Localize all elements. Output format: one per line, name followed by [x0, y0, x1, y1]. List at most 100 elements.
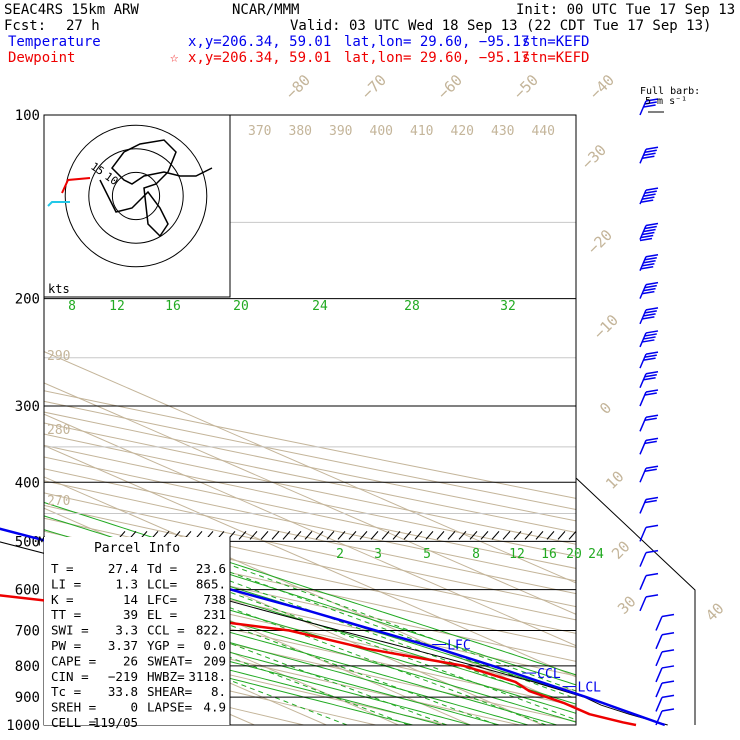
- parcel-info-key: SWEAT=: [147, 653, 192, 668]
- mixing-ratio-label: 5: [423, 547, 431, 562]
- wind-barb: [639, 281, 659, 299]
- theta-label: 290: [47, 349, 70, 364]
- isotherm-label: −80: [282, 71, 314, 103]
- parcel-info-key: T =: [51, 561, 74, 576]
- wind-barb: [639, 351, 659, 369]
- dry-adiabat-line: [44, 400, 576, 511]
- parcel-info-key: EL =: [147, 607, 177, 622]
- parcel-info-key: CELL =: [51, 715, 96, 730]
- marker-label: M: [38, 534, 45, 548]
- isotherm-label: −30: [578, 141, 610, 173]
- parcel-info-value: 0: [130, 700, 138, 715]
- forecast-label: Fcst:: [4, 18, 47, 34]
- dry-adiabat-line: [44, 543, 576, 662]
- isotherm-label: −40: [586, 71, 618, 103]
- moist-adiabat-label: 32: [500, 299, 516, 314]
- parcel-info-value: 865.: [196, 576, 226, 591]
- mixing-ratio-label: 2: [336, 547, 344, 562]
- moist-adiabat-label: 12: [109, 299, 125, 314]
- parcel-info-value: 14: [123, 592, 138, 607]
- wind-barb: [639, 572, 659, 590]
- theta-label: 430: [491, 124, 514, 139]
- hodograph-frame: [43, 114, 231, 298]
- moist-adiabat-label: 20: [233, 299, 249, 314]
- hodograph-cyan-segment: [47, 201, 70, 207]
- parcel-info-box: [44, 537, 230, 725]
- moist-adiabat-line: [44, 622, 442, 725]
- parcel-info-value: −219: [108, 669, 138, 684]
- mixing-ratio-label: 8: [472, 547, 480, 562]
- parcel-info-key: CCL =: [147, 623, 185, 638]
- wind-barb: [639, 330, 659, 348]
- wind-barb: [639, 98, 659, 116]
- pressure-tick-label: 300: [15, 399, 40, 415]
- moist-adiabat-label: 16: [165, 299, 181, 314]
- wind-barb: [639, 389, 659, 407]
- theta-label: 440: [532, 124, 555, 139]
- isotherm-label: 0: [596, 399, 615, 418]
- parcel-info-value: 4.9: [203, 700, 226, 715]
- wind-barb-legend-units: 5 m s⁻¹: [645, 96, 687, 107]
- pressure-tick-label: 700: [15, 624, 40, 640]
- hodograph-ring: [64, 124, 208, 268]
- wind-barb: [639, 253, 659, 272]
- mixing-ratio-label: 16: [541, 547, 557, 562]
- pressure-tick-label: 200: [15, 292, 40, 308]
- dewpoint-legend-label: Dewpoint: [8, 50, 76, 66]
- parcel-info-value: 3.37: [108, 638, 138, 653]
- hodograph-red-segment: [61, 177, 91, 194]
- isotherm-line: [44, 413, 576, 647]
- theta-label: 270: [47, 494, 70, 509]
- dewpoint-xy: x,y=206.34, 59.01: [188, 50, 332, 66]
- wind-barb: [655, 649, 675, 667]
- isotherm-label: −50: [510, 71, 542, 103]
- theta-label: 410: [410, 124, 433, 139]
- parcel-info-key: YGP =: [147, 638, 185, 653]
- hodograph-speed-label: 15: [88, 160, 106, 178]
- parcel-info-key: PW =: [51, 638, 81, 653]
- parcel-info-key: LFC=: [147, 592, 177, 607]
- mixing-ratio-label: 24: [588, 547, 604, 562]
- isotherm-label: −10: [590, 311, 622, 343]
- isotherm-line: [44, 476, 576, 709]
- parcel-info-value: 26: [123, 653, 138, 668]
- parcel-info-value: 209: [203, 653, 226, 668]
- moist-adiabat-line: [44, 631, 413, 725]
- dry-adiabat-line: [44, 390, 576, 499]
- parcel-info-key: CAPE =: [51, 653, 96, 668]
- wind-barb: [639, 465, 659, 483]
- level-label-ccl: CCL: [537, 667, 561, 682]
- pressure-tick-label: 600: [15, 583, 40, 599]
- isotherm-label: −20: [584, 226, 616, 258]
- temperature-latlon: lat,lon= 29.60, −95.17: [344, 34, 530, 50]
- wind-barb: [655, 680, 675, 698]
- wind-barb: [655, 708, 675, 726]
- wind-barb: [639, 524, 659, 542]
- parcel-info-key: Td =: [147, 561, 177, 576]
- moist-adiabat-label: 24: [312, 299, 328, 314]
- wind-barb: [655, 613, 675, 631]
- theta-label: 380: [289, 124, 312, 139]
- wind-barb: [639, 496, 659, 514]
- parcel-info-value: 0.0: [203, 638, 226, 653]
- barb-column-edge: [575, 477, 696, 725]
- wind-barb: [639, 307, 659, 325]
- parcel-info-value: 33.8: [108, 684, 138, 699]
- level-label-lcl: LCL: [578, 681, 602, 696]
- wind-barb: [655, 632, 675, 650]
- moist-adiabat-label: 28: [404, 299, 420, 314]
- isotherm-label: 20: [608, 537, 634, 563]
- isotherm-label: 10: [602, 467, 628, 493]
- parcel-info-value: 119/05: [93, 715, 138, 730]
- wind-barb: [639, 594, 659, 612]
- pressure-tick-label: 900: [15, 690, 40, 706]
- parcel-info-title: Parcel Info: [94, 541, 180, 556]
- dry-adiabat-line: [44, 530, 576, 648]
- wind-barb: [639, 549, 659, 567]
- isotherm-line: [44, 507, 543, 725]
- parcel-info-key: SREH =: [51, 700, 96, 715]
- pressure-tick-label: 1000: [6, 718, 40, 734]
- parcel-info-key: LI =: [51, 576, 81, 591]
- dry-adiabat-line: [44, 517, 576, 634]
